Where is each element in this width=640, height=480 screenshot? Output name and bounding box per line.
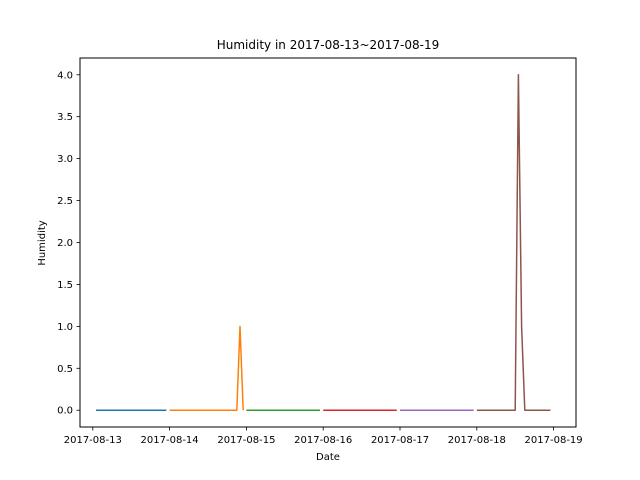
chart-title: Humidity in 2017-08-13~2017-08-19: [217, 38, 440, 52]
y-tick-label: 3.0: [57, 154, 73, 165]
x-axis-title: Date: [316, 452, 340, 463]
y-tick-label: 1.5: [57, 280, 73, 291]
y-tick-label: 0.0: [57, 406, 73, 417]
x-tick-label: 2017-08-19: [525, 435, 583, 446]
series-line-2: [169, 325, 244, 411]
y-tick-label: 2.0: [57, 238, 73, 249]
y-tick-label: 1.0: [57, 322, 73, 333]
x-axis: 2017-08-13 2017-08-14 2017-08-15 2017-08-16…: [64, 427, 583, 446]
x-tick-label: 2017-08-15: [217, 435, 275, 446]
y-tick-label: 2.5: [57, 196, 73, 207]
x-tick-label: 2017-08-16: [294, 435, 352, 446]
y-tick-label: 0.5: [57, 364, 73, 375]
x-tick-label: 2017-08-17: [371, 435, 429, 446]
y-axis: 0.0 0.5 1.0 1.5 2.0 2.5 3.0 3.5 4.0: [57, 70, 80, 417]
x-tick-label: 2017-08-13: [64, 435, 122, 446]
y-tick-label: 3.5: [57, 112, 73, 123]
x-tick-label: 2017-08-14: [141, 435, 199, 446]
y-axis-title: Humidity: [37, 220, 48, 265]
series-line-6: [476, 74, 551, 411]
plot-area: [96, 74, 551, 411]
x-tick-label: 2017-08-18: [448, 435, 506, 446]
y-tick-label: 4.0: [57, 70, 73, 81]
